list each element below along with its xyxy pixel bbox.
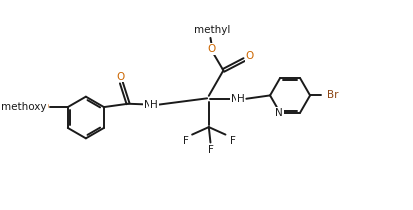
Text: N: N <box>231 94 239 104</box>
Text: H: H <box>237 94 244 104</box>
Text: O: O <box>207 44 216 54</box>
Text: N: N <box>275 108 283 118</box>
Text: F: F <box>209 145 214 155</box>
Text: methyl: methyl <box>194 25 230 35</box>
Text: Br: Br <box>327 91 339 100</box>
Text: F: F <box>183 136 189 146</box>
Text: O: O <box>245 51 254 61</box>
Text: methoxy: methoxy <box>1 102 47 112</box>
Text: N: N <box>144 100 152 110</box>
Text: H: H <box>150 100 158 110</box>
Text: O: O <box>117 72 125 82</box>
Text: F: F <box>230 136 235 146</box>
Text: O: O <box>40 102 49 112</box>
